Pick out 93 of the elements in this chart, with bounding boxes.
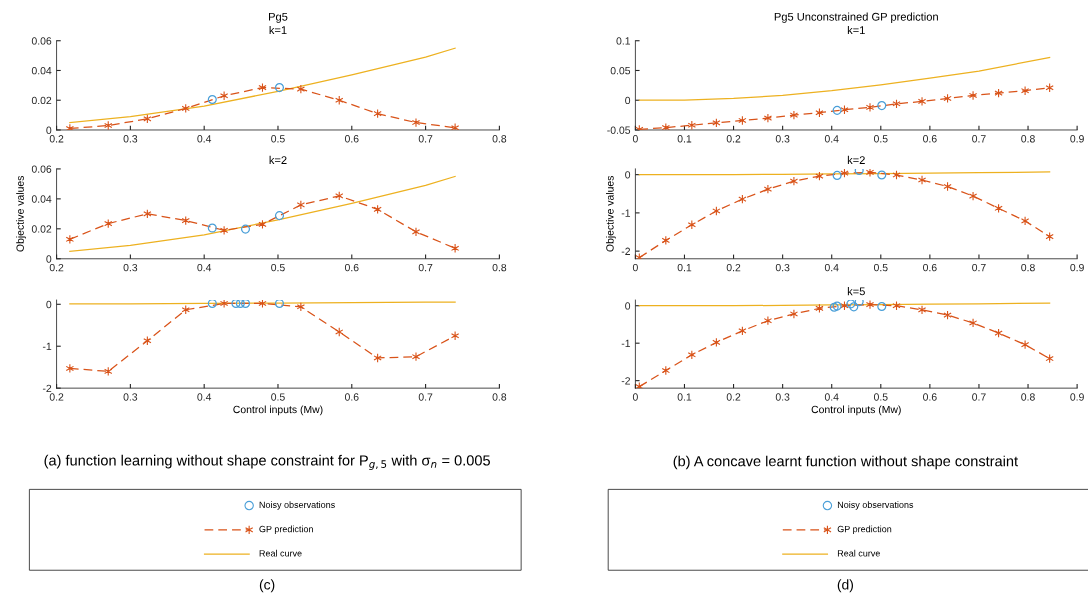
x-tick-label: 0.6 <box>344 263 359 272</box>
legend-label: Real curve <box>837 549 880 557</box>
x-tick-label: 0.6 <box>344 135 359 143</box>
y-tick-label: 0.02 <box>31 225 52 233</box>
x-tick-label: 0.5 <box>271 393 285 401</box>
y-tick-label: -1 <box>621 209 631 217</box>
x-tick-label: 0.8 <box>1021 393 1035 401</box>
y-tick-label: 0.04 <box>31 66 52 75</box>
x-tick-label: 0.9 <box>1070 135 1084 143</box>
x-tick-label: 0.6 <box>923 393 937 401</box>
legend-label: Real curve <box>259 549 302 557</box>
x-tick-label: 0.4 <box>824 263 839 272</box>
x-tick-label: 0.4 <box>197 263 212 272</box>
x-tick-label: 0.7 <box>972 263 986 272</box>
y-tick-label: 0 <box>46 255 52 263</box>
x-tick-label: 0.3 <box>123 393 138 401</box>
x-tick-label: 0.5 <box>873 393 888 401</box>
chart-title: k=2 <box>847 155 865 164</box>
y-tick-label: 0.06 <box>31 165 52 173</box>
x-tick-label: 0.4 <box>197 135 212 143</box>
x-tick-label: 0.2 <box>49 135 64 143</box>
x-tick-label: 0.7 <box>972 393 986 401</box>
x-axis-title: Control inputs (Mw) <box>233 405 323 416</box>
x-tick-label: 0.9 <box>1070 393 1084 401</box>
x-tick-label: 0.7 <box>972 135 986 143</box>
x-tick-label: 0.7 <box>418 393 433 401</box>
x-tick-label: 0.3 <box>123 135 138 143</box>
x-tick-label: 0.8 <box>1021 263 1035 272</box>
x-tick-label: 0.3 <box>775 263 790 272</box>
chart-title: Pg5 <box>269 12 288 23</box>
x-tick-label: 0.4 <box>824 135 839 143</box>
x-tick-label: 0.4 <box>197 393 212 401</box>
x-tick-label: 0.5 <box>271 263 285 272</box>
y-tick-label: -2 <box>621 247 631 255</box>
y-tick-label: -0.05 <box>607 126 631 134</box>
y-axis-title: Objective values <box>606 176 616 252</box>
x-tick-label: 0.9 <box>1070 263 1084 272</box>
text: (b) A concave learnt function without shape constraint <box>673 455 1018 470</box>
y-tick-label: 0.02 <box>31 96 52 105</box>
x-tick-label: 0.3 <box>775 393 790 401</box>
x-tick-label: 0.8 <box>492 135 507 143</box>
x-tick-label: 0.1 <box>677 393 692 401</box>
x-tick-label: 0.7 <box>418 263 433 272</box>
y-tick-label: 0.06 <box>31 37 52 45</box>
x-tick-label: 0.1 <box>677 135 692 143</box>
y-tick-label: -1 <box>42 342 52 350</box>
y-tick-label: 0 <box>46 126 52 134</box>
y-tick-label: 0.04 <box>31 195 52 203</box>
x-tick-label: 0.8 <box>492 263 507 272</box>
x-tick-label: 0.8 <box>492 393 507 401</box>
legend-label: Noisy observations <box>259 501 335 510</box>
x-tick-label: 0.5 <box>271 135 285 143</box>
chart-title: k=5 <box>847 287 865 296</box>
x-tick-label: 0.3 <box>123 263 138 272</box>
x-tick-label: 0.2 <box>726 263 741 272</box>
x-tick-label: 0.2 <box>726 135 741 143</box>
x-tick-label: 0.2 <box>49 393 64 401</box>
x-tick-label: 0.1 <box>677 263 692 272</box>
chart-title: k=2 <box>269 155 287 164</box>
x-axis-title: Control inputs (Mw) <box>811 405 901 416</box>
x-tick-label: 0.8 <box>1021 135 1035 143</box>
x-tick-label: 0.2 <box>49 263 64 272</box>
x-tick-label: 0.3 <box>775 135 790 143</box>
x-tick-label: 0 <box>632 393 638 401</box>
legend-label: Noisy observations <box>837 501 914 510</box>
y-tick-label: 0.1 <box>616 37 631 45</box>
chart-subtitle: k=1 <box>847 25 865 34</box>
chart-subtitle: k=1 <box>269 25 287 34</box>
legend-label: GP prediction <box>259 525 313 535</box>
y-tick-label: 0.05 <box>610 66 631 75</box>
text: (d) <box>837 579 853 593</box>
x-tick-label: 0.2 <box>726 393 741 401</box>
y-tick-label: -2 <box>621 377 631 385</box>
x-tick-label: 0.6 <box>923 263 937 272</box>
x-tick-label: 0 <box>632 135 638 143</box>
x-tick-label: 0.7 <box>418 135 433 143</box>
text: (a) function learning without shape constraint for P$_{g,5}$ with σ$_{n}$ = 0.005 <box>44 454 490 470</box>
x-tick-label: 0.6 <box>344 393 359 401</box>
y-axis-title: Objective values <box>16 176 26 252</box>
x-tick-label: 0.5 <box>873 135 888 143</box>
y-tick-label: 0 <box>46 300 52 309</box>
x-tick-label: 0.4 <box>824 393 839 401</box>
y-tick-label: 0 <box>625 171 631 179</box>
x-tick-label: 0.5 <box>873 263 888 272</box>
y-tick-label: -1 <box>621 339 631 347</box>
chart-title: Pg5 Unconstrained GP prediction <box>774 12 938 23</box>
y-tick-label: 0 <box>625 302 631 310</box>
x-tick-label: 0.6 <box>923 135 937 143</box>
text: (c) <box>259 579 275 593</box>
legend-label: GP prediction <box>837 525 892 535</box>
x-tick-label: 0 <box>632 263 638 272</box>
y-tick-label: -2 <box>42 384 52 392</box>
y-tick-label: 0 <box>625 96 631 105</box>
